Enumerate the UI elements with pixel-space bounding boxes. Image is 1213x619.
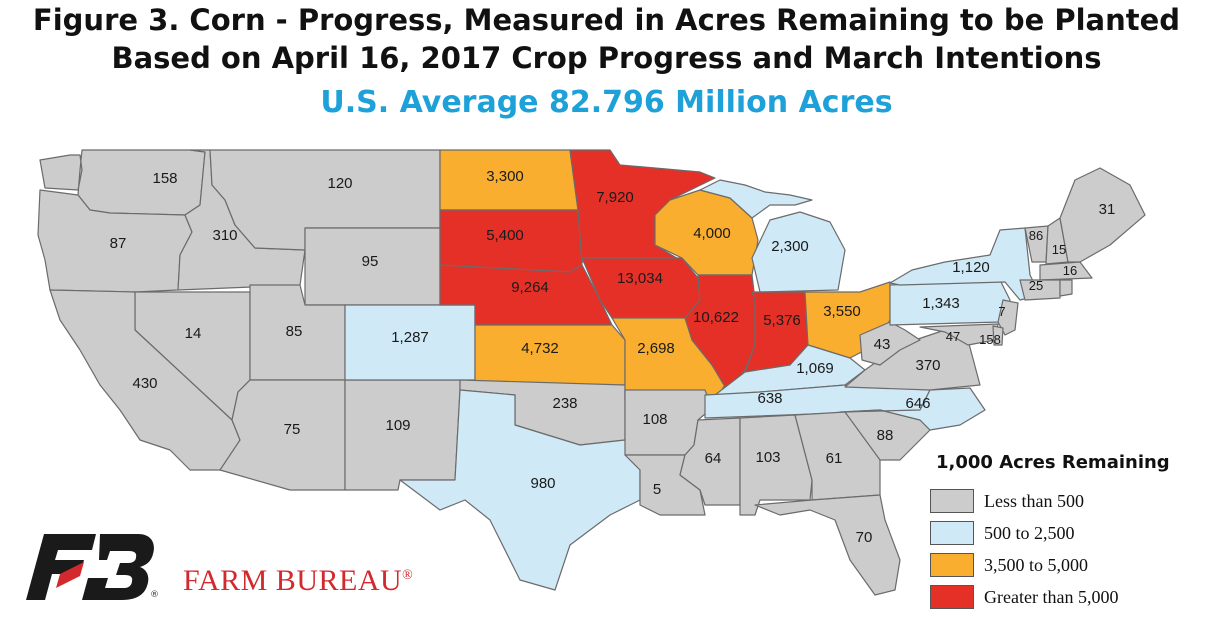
legend-label: 500 to 2,500 (984, 522, 1075, 543)
state-label-tn: 638 (757, 390, 782, 407)
state-label-mo: 2,698 (637, 340, 675, 357)
state-ny (889, 227, 1041, 301)
state-label-ne: 9,264 (511, 279, 549, 296)
state-label-ny: 1,120 (952, 259, 990, 276)
state-label-ut: 85 (286, 323, 303, 340)
state-label-pa: 1,343 (922, 295, 960, 312)
state-ca (49, 289, 241, 471)
state-label-de: 158 (979, 332, 1001, 347)
state-label-al: 103 (755, 449, 780, 466)
state-nc (839, 387, 986, 431)
legend-swatch (930, 521, 974, 545)
legend-item-500-to-2500: 500 to 2,500 (930, 517, 1200, 549)
brand-name: FARM BUREAU (183, 564, 403, 597)
state-label-sc: 88 (877, 427, 894, 444)
state-label-or: 87 (110, 235, 127, 252)
state-label-nc: 646 (905, 395, 930, 412)
farm-bureau-logo-icon (26, 534, 154, 600)
state-label-sd: 5,400 (486, 227, 524, 244)
state-label-wa: 158 (152, 170, 177, 187)
state-mi (699, 179, 846, 293)
state-label-wy: 95 (362, 253, 379, 270)
state-label-nv: 14 (185, 325, 202, 342)
legend-swatch (930, 489, 974, 513)
state-label-az: 75 (284, 421, 301, 438)
state-ma (1039, 261, 1093, 281)
legend-title: 1,000 Acres Remaining (936, 452, 1170, 473)
state-nj (997, 299, 1019, 336)
logo-registered-mark: ® (150, 590, 159, 600)
state-label-ks: 4,732 (521, 340, 559, 357)
state-label-wi: 4,000 (693, 225, 731, 242)
brand-registered-mark: ® (402, 568, 414, 583)
state-label-nj: 7 (998, 304, 1005, 319)
state-label-wv: 43 (874, 336, 891, 353)
state-label-ms: 64 (705, 450, 722, 467)
state-label-nm: 109 (385, 417, 410, 434)
state-label-nh: 15 (1052, 242, 1066, 257)
state-label-tx: 980 (530, 475, 555, 492)
legend: 1,000 Acres Remaining Less than 500 500 … (930, 452, 1200, 613)
state-label-id: 310 (212, 227, 237, 244)
state-label-ar: 108 (642, 411, 667, 428)
state-label-ok: 238 (552, 395, 577, 412)
title-line-1: Figure 3. Corn - Progress, Measured in A… (32, 3, 1181, 37)
state-label-vt: 86 (1029, 228, 1043, 243)
legend-item-greater-than-5000: Greater than 5,000 (930, 581, 1200, 613)
state-label-mt: 120 (327, 175, 352, 192)
state-ct (1019, 279, 1061, 301)
subtitle: U.S. Average 82.796 Million Acres (320, 85, 893, 120)
state-az (219, 379, 346, 491)
state-label-va: 370 (915, 357, 940, 374)
legend-label: Less than 500 (984, 490, 1084, 511)
state-label-mi: 2,300 (771, 238, 809, 255)
title-line-2: Based on April 16, 2017 Crop Progress an… (111, 41, 1102, 75)
state-label-md: 47 (946, 329, 960, 344)
state-wi (654, 189, 759, 276)
legend-item-less-than-500: Less than 500 (930, 485, 1200, 517)
state-label-me: 31 (1099, 201, 1116, 218)
state-de (992, 325, 1004, 346)
legend-label: Greater than 5,000 (984, 586, 1119, 607)
state-label-ca: 430 (132, 375, 157, 392)
farm-bureau-wordmark: FARM BUREAU® (183, 564, 413, 598)
state-ri (1059, 279, 1073, 297)
legend-item-3500-to-5000: 3,500 to 5,000 (930, 549, 1200, 581)
state-label-ma: 16 (1063, 263, 1077, 278)
legend-swatch (930, 553, 974, 577)
state-label-in: 5,376 (763, 312, 801, 329)
legend-swatch (930, 585, 974, 609)
state-label-ia: 13,034 (617, 270, 663, 287)
state-fl (754, 494, 901, 596)
state-label-nd: 3,300 (486, 168, 524, 185)
state-label-mn: 7,920 (596, 189, 634, 206)
state-label-ct: 25 (1029, 278, 1043, 293)
state-label-la: 5 (653, 481, 661, 498)
legend-label: 3,500 to 5,000 (984, 554, 1089, 575)
state-label-co: 1,287 (391, 329, 429, 346)
state-label-oh: 3,550 (823, 303, 861, 320)
state-tx (399, 389, 641, 591)
state-nm (344, 379, 461, 491)
state-label-ky: 1,069 (796, 360, 834, 377)
state-label-il: 10,622 (693, 309, 739, 326)
state-label-ga: 61 (826, 450, 843, 467)
state-md (919, 323, 999, 346)
state-label-fl: 70 (856, 529, 873, 546)
